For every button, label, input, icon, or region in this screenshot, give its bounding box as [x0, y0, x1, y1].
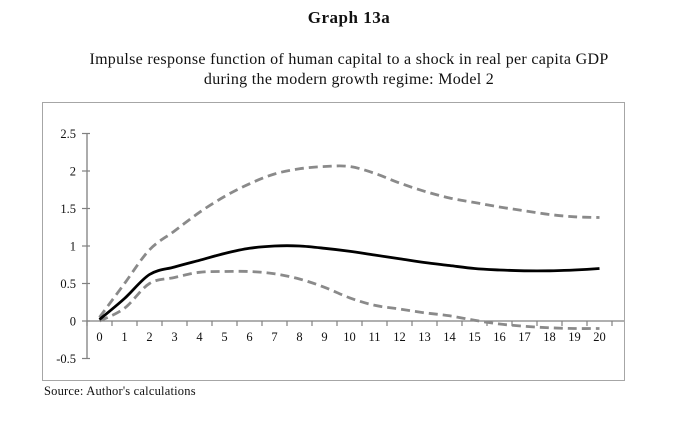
series-impulse-response-solid- [98, 244, 600, 321]
series-upper-band-dashed- [98, 164, 600, 319]
x-tick-label: 5 [221, 330, 227, 344]
source-note: Source: Author's calculations [44, 384, 196, 398]
x-tick-label: 16 [493, 330, 506, 344]
x-tick-label: 17 [518, 330, 531, 344]
x-tick-label: 10 [343, 330, 356, 344]
x-tick-label: 0 [96, 330, 102, 344]
x-tick-label: 12 [393, 330, 406, 344]
y-tick-label: 1 [70, 240, 76, 254]
x-tick-label: 6 [246, 330, 252, 344]
x-tick-label: 11 [368, 330, 380, 344]
x-tick-label: 13 [418, 330, 431, 344]
graph-subtitle: Impulse response function of human capit… [0, 50, 698, 90]
chart-frame: 2.5 2 1.5 1 0.5 0 -0.5 0 1 2 3 4 5 6 7 8 9 10 11 12 13 14 15 16… [42, 102, 625, 381]
graph-title: Graph 13a [307, 8, 391, 27]
y-tick-label: 2 [70, 165, 76, 179]
x-tick-label: 8 [296, 330, 302, 344]
y-tick-label: -0.5 [56, 352, 76, 366]
y-tick-label: 0 [70, 315, 76, 329]
graph-subtitle-line-2: during the modern growth regime: Model 2 [203, 71, 495, 88]
x-tick-label: 19 [568, 330, 581, 344]
y-tick-label: 2.5 [60, 127, 76, 141]
x-tick-label: 1 [121, 330, 127, 344]
irf-line-chart: 2.521.510.50-0.50 1 2 3 4 5 6 7 8 9 10 11 12 13 14 15 16… [56, 127, 624, 366]
x-tick-label: 15 [468, 330, 481, 344]
x-tick-label: 3 [171, 330, 177, 344]
series-lower-band-dashed- [98, 269, 600, 330]
x-tick-label: 20 [593, 330, 606, 344]
x-tick-label: 14 [443, 330, 456, 344]
y-tick-label: 0.5 [60, 277, 76, 291]
x-tick-label: 18 [543, 330, 556, 344]
x-tick-label: 2 [146, 330, 152, 344]
x-tick-label: 4 [196, 330, 203, 344]
graph-subtitle-line-1: Impulse response function of human capit… [89, 51, 609, 68]
x-tick-label: 7 [271, 330, 277, 344]
y-tick-label: 1.5 [60, 202, 76, 216]
x-tick-label: 9 [321, 330, 327, 344]
